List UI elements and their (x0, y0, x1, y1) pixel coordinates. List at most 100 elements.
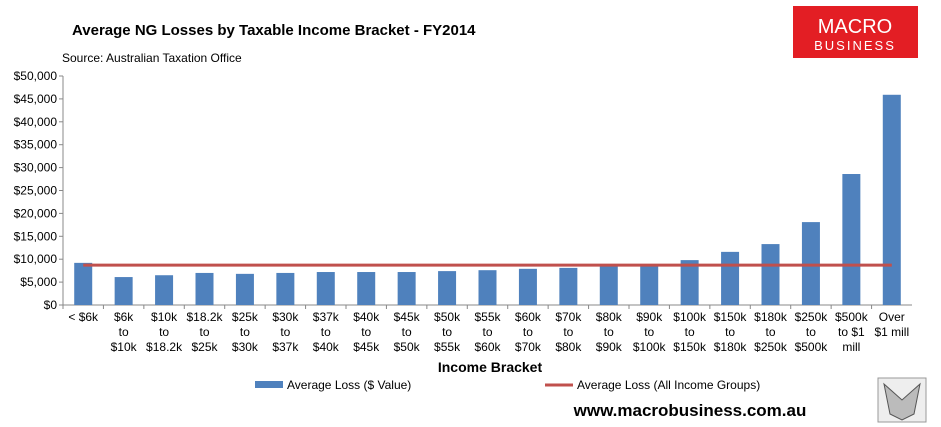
x-tick-label-line: $100k (673, 310, 707, 324)
logo-text: MACRO (818, 16, 892, 38)
x-tick-label-line: $45k (353, 340, 380, 354)
y-tick-label: $10,000 (14, 252, 58, 266)
x-tick-label-line: $180k (754, 310, 788, 324)
x-tick-label-line: $25k (232, 310, 259, 324)
x-tick-label-line: $250k (795, 310, 829, 324)
x-tick-label-line: $18.2k (186, 310, 223, 324)
bar (357, 272, 376, 305)
y-tick-label: $0 (44, 298, 58, 312)
bar (842, 174, 861, 305)
chart-title: Average NG Losses by Taxable Income Brac… (72, 22, 476, 39)
y-tick-label: $35,000 (14, 138, 58, 152)
x-tick-label: $500k to $1 mill (835, 310, 869, 354)
x-tick-label-line: $45k (394, 310, 421, 324)
bar (761, 244, 780, 305)
x-tick-label-line: to (482, 325, 492, 339)
legend-swatch (255, 381, 283, 388)
bar (882, 94, 901, 305)
bar (640, 265, 659, 305)
legend-label: Average Loss (All Income Groups) (577, 378, 760, 392)
x-tick-label-line: to (442, 325, 452, 339)
x-tick-label-line: to $1 (838, 325, 865, 339)
bar (114, 277, 133, 305)
x-tick-label-line: $10k (151, 310, 178, 324)
bar (518, 268, 537, 305)
bar (195, 272, 214, 305)
bar (74, 262, 93, 305)
x-tick-label-line: $40k (313, 340, 340, 354)
x-tick-label: $6k to $10k (111, 310, 138, 354)
x-tick-label-line: $80k (596, 310, 623, 324)
x-tick-label-line: Over (879, 310, 905, 324)
x-tick-label: $60k to $70k (515, 310, 542, 354)
y-tick-label: $30,000 (14, 161, 58, 175)
x-tick-label: $45k to $50k (394, 310, 421, 354)
y-tick-label: $15,000 (14, 229, 58, 243)
x-tick-label-line: to (159, 325, 169, 339)
x-tick-label-line: $250k (754, 340, 788, 354)
y-tick-label: $20,000 (14, 206, 58, 220)
x-tick-label-line: $10k (111, 340, 138, 354)
x-tick-label-line: to (685, 325, 695, 339)
x-tick-label: $10k to $18.2k (146, 310, 183, 354)
x-tick-label-line: $500k (795, 340, 829, 354)
x-tick-label: $55k to $60k (474, 310, 501, 354)
x-tick-label-line: to (765, 325, 775, 339)
x-tick-label-line: to (240, 325, 250, 339)
bar (801, 222, 820, 305)
x-tick-label: $250k to $500k (795, 310, 829, 354)
x-tick-label-line: $25k (191, 340, 218, 354)
x-tick-label-line: $90k (636, 310, 663, 324)
footer-url: www.macrobusiness.com.au (573, 401, 807, 420)
x-tick-label-line: to (119, 325, 129, 339)
x-tick-label-line: to (563, 325, 573, 339)
x-tick-label-line: to (321, 325, 331, 339)
logo-box (793, 6, 918, 58)
x-tick-label: $50k to $55k (434, 310, 461, 354)
x-tick-label-line: $180k (714, 340, 748, 354)
x-tick-label-line: to (604, 325, 614, 339)
x-tick-label-line: $50k (394, 340, 421, 354)
x-tick-label: $90k to $100k (633, 310, 667, 354)
legend-label: Average Loss ($ Value) (287, 378, 411, 392)
x-tick-label: $100k to $150k (673, 310, 707, 354)
x-tick-label: $25k to $30k (232, 310, 259, 354)
bar (235, 273, 254, 305)
y-tick-label: $45,000 (14, 92, 58, 106)
bar (680, 260, 699, 305)
x-tick-label-line: $30k (232, 340, 259, 354)
x-tick-label-line: to (361, 325, 371, 339)
x-tick-label-line: $37k (272, 340, 299, 354)
x-tick-label-line: $37k (313, 310, 340, 324)
x-tick-label-line: $30k (272, 310, 299, 324)
bar (559, 267, 578, 305)
x-tick-label-line: $150k (714, 310, 748, 324)
x-tick-label-line: $55k (434, 340, 461, 354)
bar (155, 275, 174, 305)
x-tick-label-line: to (725, 325, 735, 339)
x-axis-label: Income Bracket (438, 359, 543, 375)
bar (276, 272, 295, 305)
x-tick-label-line: $1 mill (874, 325, 909, 339)
x-tick-label-line: $6k (114, 310, 134, 324)
x-tick-label-line: $90k (596, 340, 623, 354)
x-tick-label-line: $40k (353, 310, 380, 324)
x-tick-label: Over $1 mill (874, 310, 909, 339)
x-tick-label-line: $55k (474, 310, 501, 324)
y-tick-label: $5,000 (20, 275, 57, 289)
x-tick-label: $180k to $250k (754, 310, 788, 354)
x-tick-label-line: < $6k (68, 310, 99, 324)
x-tick-label: < $6k (68, 310, 99, 324)
x-tick-label-line: $500k (835, 310, 869, 324)
x-tick-label: $30k to $37k (272, 310, 299, 354)
y-tick-label: $50,000 (14, 69, 58, 83)
x-tick-label-line: to (644, 325, 654, 339)
x-tick-label: $80k to $90k (596, 310, 623, 354)
x-tick-label: $18.2k to $25k (186, 310, 223, 354)
y-tick-label: $40,000 (14, 115, 58, 129)
x-tick-label-line: $80k (555, 340, 582, 354)
x-tick-label-line: $60k (515, 310, 542, 324)
x-tick-label-line: $70k (555, 310, 582, 324)
bar (478, 270, 497, 305)
